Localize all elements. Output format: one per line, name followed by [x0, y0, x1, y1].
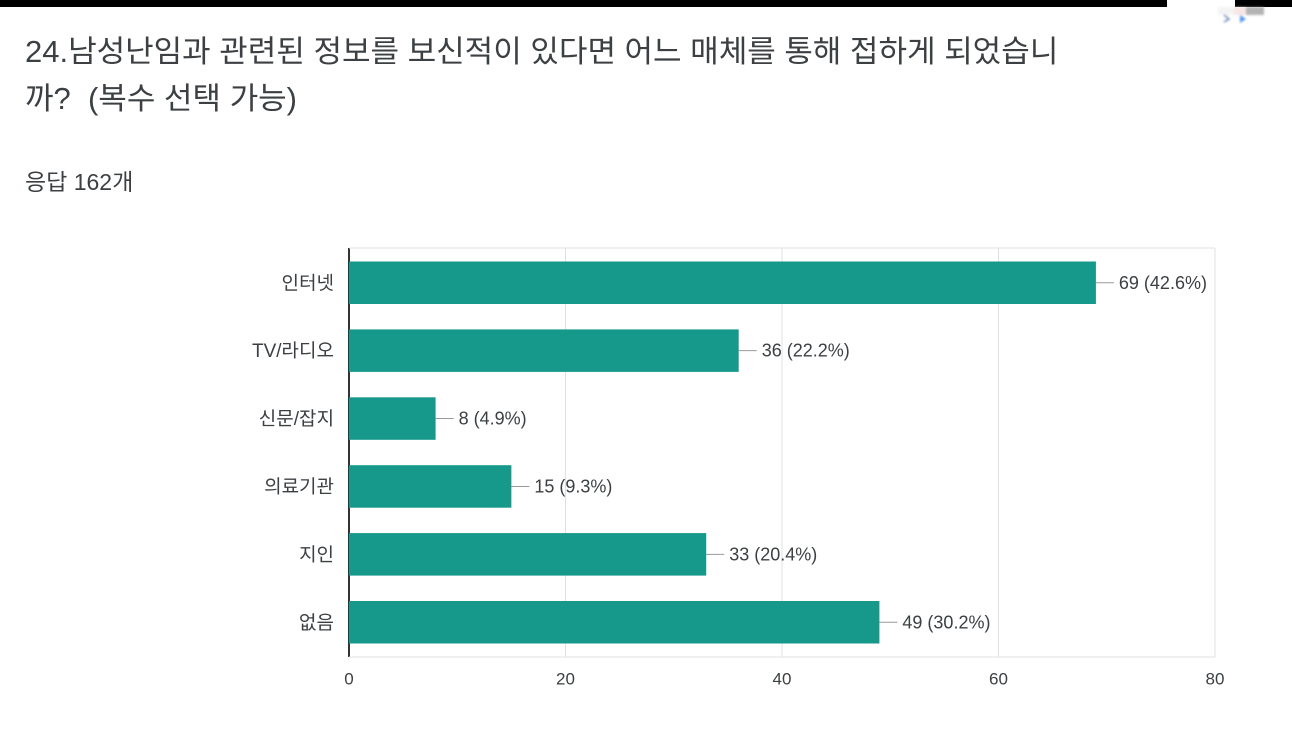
- svg-text:20: 20: [556, 670, 575, 689]
- svg-text:0: 0: [344, 670, 353, 689]
- svg-text:40: 40: [773, 670, 792, 689]
- svg-text:33 (20.4%): 33 (20.4%): [729, 544, 817, 564]
- svg-text:49 (30.2%): 49 (30.2%): [902, 612, 990, 632]
- svg-text:지인: 지인: [299, 545, 334, 566]
- svg-text:의료기관: 의료기관: [264, 477, 334, 498]
- svg-text:인터넷: 인터넷: [282, 273, 334, 294]
- svg-text:36 (22.2%): 36 (22.2%): [762, 341, 850, 361]
- svg-text:80: 80: [1206, 670, 1225, 689]
- svg-text:69 (42.6%): 69 (42.6%): [1119, 273, 1207, 293]
- svg-text:15 (9.3%): 15 (9.3%): [534, 476, 612, 496]
- svg-text:신문/잡지: 신문/잡지: [259, 409, 334, 430]
- svg-text:없음: 없음: [299, 613, 334, 634]
- svg-text:TV/라디오: TV/라디오: [252, 341, 334, 362]
- svg-text:60: 60: [989, 670, 1008, 689]
- svg-text:8 (4.9%): 8 (4.9%): [459, 409, 527, 429]
